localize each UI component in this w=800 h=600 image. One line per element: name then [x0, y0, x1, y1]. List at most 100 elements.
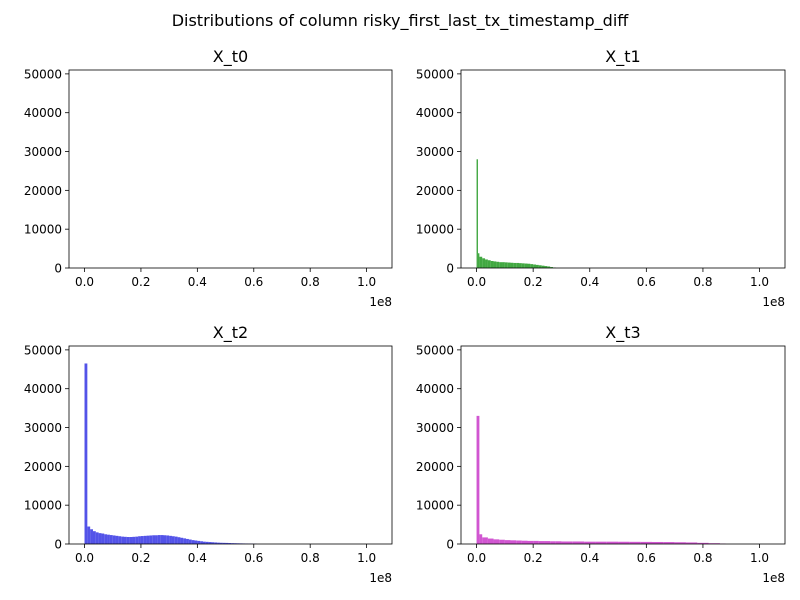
- histogram-bar: [629, 541, 641, 544]
- histogram-bar: [541, 265, 545, 268]
- histogram-bar: [504, 540, 511, 544]
- histogram-bar: [606, 541, 619, 544]
- histogram-bar: [95, 532, 99, 544]
- histogram-bar: [191, 540, 195, 544]
- y-tick-label: 0: [54, 262, 62, 276]
- histogram-bar: [519, 263, 522, 268]
- histogram-bar: [121, 536, 125, 544]
- histogram-bar: [194, 540, 198, 544]
- histogram-bar: [524, 263, 528, 268]
- histogram-bar: [87, 526, 91, 544]
- x-tick-label: 0.2: [131, 275, 150, 289]
- histogram-bar: [166, 535, 170, 544]
- axes-frame: [68, 345, 393, 545]
- histogram-bar: [171, 536, 175, 544]
- x-tick-label: 0.4: [580, 275, 599, 289]
- y-tick-label: 10000: [416, 223, 454, 237]
- x-tick-label: 0.4: [580, 551, 599, 565]
- histogram-bar: [225, 542, 229, 544]
- histogram-bar: [584, 541, 596, 544]
- histogram-bar: [155, 535, 158, 544]
- histogram-bar: [169, 535, 172, 544]
- histogram-bar: [211, 542, 215, 544]
- y-tick-label: 20000: [416, 460, 454, 474]
- histogram-bar: [572, 541, 585, 544]
- y-tick-label: 20000: [24, 460, 62, 474]
- histogram-bar: [228, 543, 232, 544]
- histogram-bar: [126, 537, 130, 544]
- histogram-bar: [496, 261, 500, 268]
- histogram-bar: [490, 261, 494, 268]
- histogram-bar: [152, 535, 156, 544]
- subplot-grid: X_t0 0.0 0.2 0.4 0.6 0.8 1.0 1e8 0 10000 20000 3000…: [24, 47, 786, 585]
- histogram-bar: [685, 542, 698, 544]
- histogram-bar: [186, 538, 189, 544]
- subplot-X_t0: X_t0 0.0 0.2 0.4 0.6 0.8 1.0 1e8 0 10000 20000 3000…: [24, 47, 393, 309]
- histogram-bar: [208, 542, 212, 544]
- histogram-bar: [521, 263, 525, 268]
- histogram-bar: [595, 541, 607, 544]
- x-tick-label: 0.6: [637, 551, 656, 565]
- subplot-X_t2: X_t2 0.0 0.2 0.4 0.6 0.8 1.0 1e8 0 10000 20000 3000…: [24, 323, 393, 585]
- x-tick-label: 0.0: [467, 551, 486, 565]
- x-tick-label: 1.0: [750, 275, 769, 289]
- x-tick-label: 0.2: [524, 551, 543, 565]
- histogram-bar: [516, 262, 520, 268]
- histogram-bar: [214, 542, 218, 544]
- histogram-bar: [84, 363, 88, 544]
- subplot-X_t1: X_t1 0.0 0.2 0.4 0.6 0.8 1.0 1e8 0 10000 20000 3000…: [416, 47, 786, 309]
- histogram-bar: [197, 540, 201, 544]
- x-tick-label: 1.0: [357, 275, 376, 289]
- histogram-bar: [527, 263, 531, 268]
- histogram-bar: [527, 540, 534, 544]
- histogram-bar: [493, 261, 497, 268]
- histogram-bar: [135, 536, 139, 544]
- histogram-bar: [124, 536, 127, 544]
- histogram-bar: [499, 539, 505, 544]
- histogram-bar: [652, 541, 664, 544]
- y-tick-label: 0: [446, 262, 454, 276]
- histogram-bar: [90, 529, 93, 544]
- y-tick-label: 30000: [416, 421, 454, 435]
- x-tick-label: 0.4: [188, 551, 207, 565]
- histogram-bar: [132, 536, 136, 544]
- histogram-bar: [533, 264, 536, 268]
- y-tick-label: 40000: [24, 382, 62, 396]
- x-axis-offset-label: 1e8: [369, 571, 392, 585]
- subplot-title: X_t3: [605, 323, 640, 343]
- histogram-bar: [538, 541, 545, 544]
- histogram-bar: [104, 534, 108, 544]
- histogram-bar: [146, 535, 150, 544]
- histogram-bar: [476, 415, 480, 544]
- axes-frame: [460, 69, 786, 269]
- x-tick-label: 0.8: [693, 275, 712, 289]
- histogram-bar: [507, 262, 511, 268]
- histogram-bar: [149, 535, 153, 544]
- histogram-bar: [555, 541, 562, 544]
- x-tick-label: 1.0: [357, 551, 376, 565]
- histogram-bars: [476, 159, 556, 268]
- histogram-bar: [138, 536, 141, 544]
- x-axis-offset-label: 1e8: [762, 295, 785, 309]
- histogram-bar: [183, 538, 187, 544]
- histogram-bar: [502, 262, 505, 268]
- histogram-bar: [487, 260, 491, 268]
- histogram-bar: [561, 541, 573, 544]
- x-tick-label: 0.8: [301, 275, 320, 289]
- histogram-bar: [477, 253, 480, 268]
- figure-title: Distributions of column risky_first_last…: [172, 11, 630, 31]
- y-tick-label: 30000: [24, 145, 62, 159]
- histogram-bar: [479, 256, 483, 268]
- histogram-bar: [493, 539, 500, 544]
- subplot-title: X_t2: [213, 323, 248, 343]
- y-tick-label: 30000: [416, 145, 454, 159]
- histogram-bar: [231, 543, 235, 544]
- y-tick-label: 50000: [24, 343, 62, 357]
- histogram-bar: [697, 542, 709, 544]
- x-tick-label: 0.6: [637, 275, 656, 289]
- histogram-bar: [513, 262, 517, 268]
- histogram-bar: [640, 541, 653, 544]
- axes-frame: [460, 345, 786, 545]
- x-tick-label: 0.8: [301, 551, 320, 565]
